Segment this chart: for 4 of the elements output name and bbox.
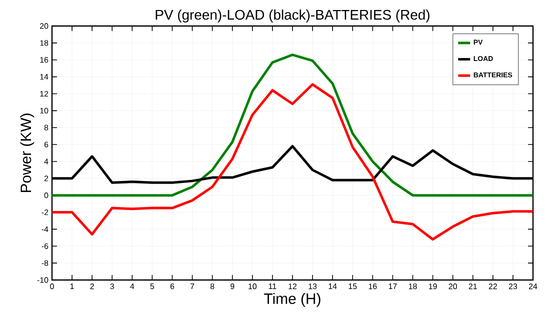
line-series (52, 83, 534, 241)
y-axis-title: Power (KW) (20, 114, 34, 192)
x-axis-title: Time (H) (264, 293, 320, 307)
chart-title: PV (green)-LOAD (black)-BATTERIES (Red) (156, 9, 430, 22)
